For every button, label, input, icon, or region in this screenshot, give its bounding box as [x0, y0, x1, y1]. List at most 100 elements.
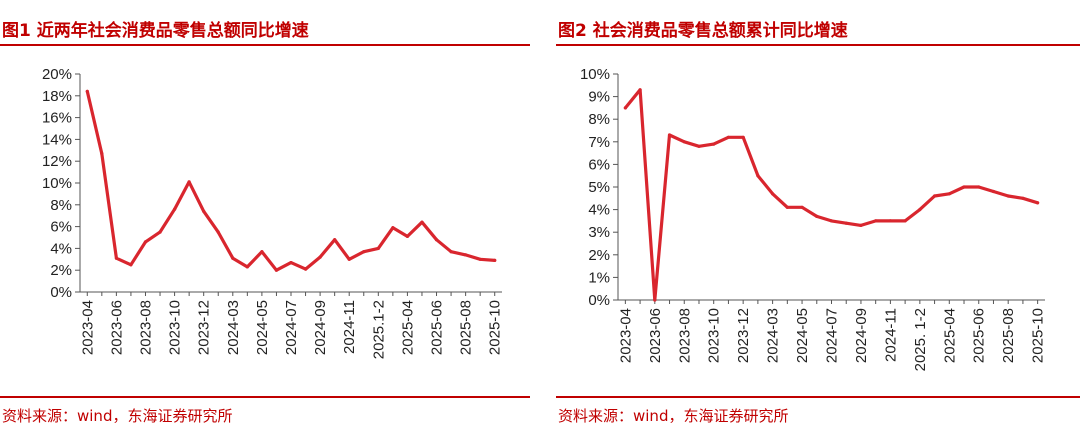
x-tick-label: 2023-10 — [167, 300, 184, 355]
x-tick-label: 2025-08 — [1000, 308, 1017, 363]
y-tick-label: 7% — [588, 134, 610, 151]
data-point — [391, 226, 395, 230]
y-tick-label: 0% — [50, 284, 72, 301]
chart-panel-2: 图2 社会消费品零售总额累计同比增速 0% 1% 2% 3% 4% 5% 6% 7% 8% 9% 1… — [556, 0, 1080, 439]
data-point — [85, 89, 89, 93]
data-point — [274, 268, 278, 272]
data-point — [697, 144, 701, 148]
data-point — [187, 180, 191, 184]
x-tick-label: 2023-08 — [137, 300, 154, 355]
y-tick-label: 10% — [42, 175, 72, 192]
data-point — [874, 219, 878, 223]
data-point — [333, 238, 337, 242]
data-point — [173, 207, 177, 211]
data-point — [434, 238, 439, 242]
data-point — [829, 219, 834, 223]
data-point — [1036, 201, 1040, 205]
series-line — [85, 89, 497, 272]
data-point — [741, 135, 745, 139]
data-point — [859, 223, 863, 227]
y-tick-label: 18% — [42, 88, 72, 105]
data-point — [216, 230, 220, 234]
data-point — [815, 214, 819, 218]
y-tick-label: 6% — [588, 156, 610, 173]
y-tick-label: 4% — [50, 240, 72, 257]
data-point — [667, 133, 672, 137]
x-tick-label: 2025-10 — [487, 300, 504, 355]
y-tick-label: 14% — [42, 131, 72, 148]
data-point — [785, 205, 789, 209]
x-tick-label: 2024-07 — [824, 308, 841, 363]
y-tick-label: 0% — [588, 292, 610, 309]
x-tick-label: 2024-03 — [765, 308, 782, 363]
data-point — [800, 205, 804, 209]
y-tick-label: 20% — [42, 66, 72, 83]
title-rule — [556, 44, 1080, 46]
data-point — [245, 265, 249, 269]
data-point — [844, 221, 848, 225]
line-chart-1: 0% 2% 4% 6% 8% 10% 12% 14% 16% 18% 20% 2023-04 2023-… — [42, 66, 504, 359]
data-point — [726, 135, 730, 139]
data-point — [143, 240, 148, 244]
data-point — [947, 192, 951, 196]
y-tick-label: 10% — [580, 66, 610, 83]
chart-title: 图1 近两年社会消费品零售总额同比增速 — [2, 21, 309, 41]
chart-title: 图2 社会消费品零售总额累计同比增速 — [558, 21, 848, 41]
data-point — [202, 209, 206, 213]
data-point — [114, 256, 118, 260]
y-tick-label: 9% — [588, 89, 610, 106]
title-rule — [0, 44, 530, 46]
data-point — [347, 257, 351, 261]
x-tick-label: 2025-04 — [941, 308, 958, 363]
x-tick-label: 2024-11 — [882, 308, 899, 362]
y-tick-label: 3% — [588, 224, 610, 241]
series-line — [623, 88, 1040, 302]
data-point — [289, 261, 293, 265]
data-point — [756, 174, 760, 178]
x-tick-label: 2023-04 — [617, 308, 634, 363]
x-tick-label: 2023-06 — [647, 308, 664, 363]
x-tick-label: 2023-06 — [108, 300, 125, 355]
y-tick-label: 2% — [588, 247, 610, 264]
x-tick-label: 2025-08 — [458, 300, 475, 355]
data-point — [158, 230, 162, 234]
source-rule — [556, 396, 1080, 398]
data-point — [623, 106, 627, 110]
x-tick-label: 2024-03 — [225, 300, 242, 355]
x-tick-label: 2024-05 — [254, 300, 271, 355]
data-point — [918, 208, 922, 212]
data-point — [682, 140, 686, 144]
data-point — [712, 142, 716, 146]
x-tick-label: 2023-04 — [79, 300, 96, 355]
x-tick-label: 2024-09 — [853, 308, 870, 363]
data-point — [962, 185, 966, 189]
y-tick-label: 8% — [588, 111, 610, 128]
data-point — [771, 192, 775, 196]
data-point — [1006, 194, 1010, 198]
data-point — [991, 189, 996, 194]
x-tick-label: 2025.1-2 — [370, 300, 387, 359]
source-note: 资料来源：wind，东海证券研究所 — [558, 407, 789, 425]
x-tick-label: 2024-11 — [341, 300, 358, 354]
x-tick-label: 2025-04 — [399, 300, 416, 355]
data-point — [464, 253, 468, 257]
x-tick-label: 2023-10 — [706, 308, 723, 363]
data-point — [129, 263, 133, 267]
data-point — [1021, 196, 1025, 200]
y-tick-label: 8% — [50, 197, 72, 214]
data-point — [977, 185, 981, 189]
x-tick-label: 2023-12 — [196, 300, 213, 355]
x-tick-label: 2024-07 — [283, 300, 300, 355]
data-point — [420, 220, 424, 224]
y-tick-label: 4% — [588, 202, 610, 219]
y-tick-label: 12% — [42, 153, 72, 170]
data-point — [903, 219, 907, 223]
data-point — [449, 250, 453, 254]
data-point — [888, 219, 892, 223]
x-tick-label: 2025-06 — [429, 300, 446, 355]
data-point — [100, 152, 104, 156]
y-tick-label: 2% — [50, 262, 72, 279]
data-point — [493, 258, 497, 262]
x-tick-label: 2025-10 — [1030, 308, 1047, 363]
y-tick-label: 1% — [588, 269, 610, 286]
